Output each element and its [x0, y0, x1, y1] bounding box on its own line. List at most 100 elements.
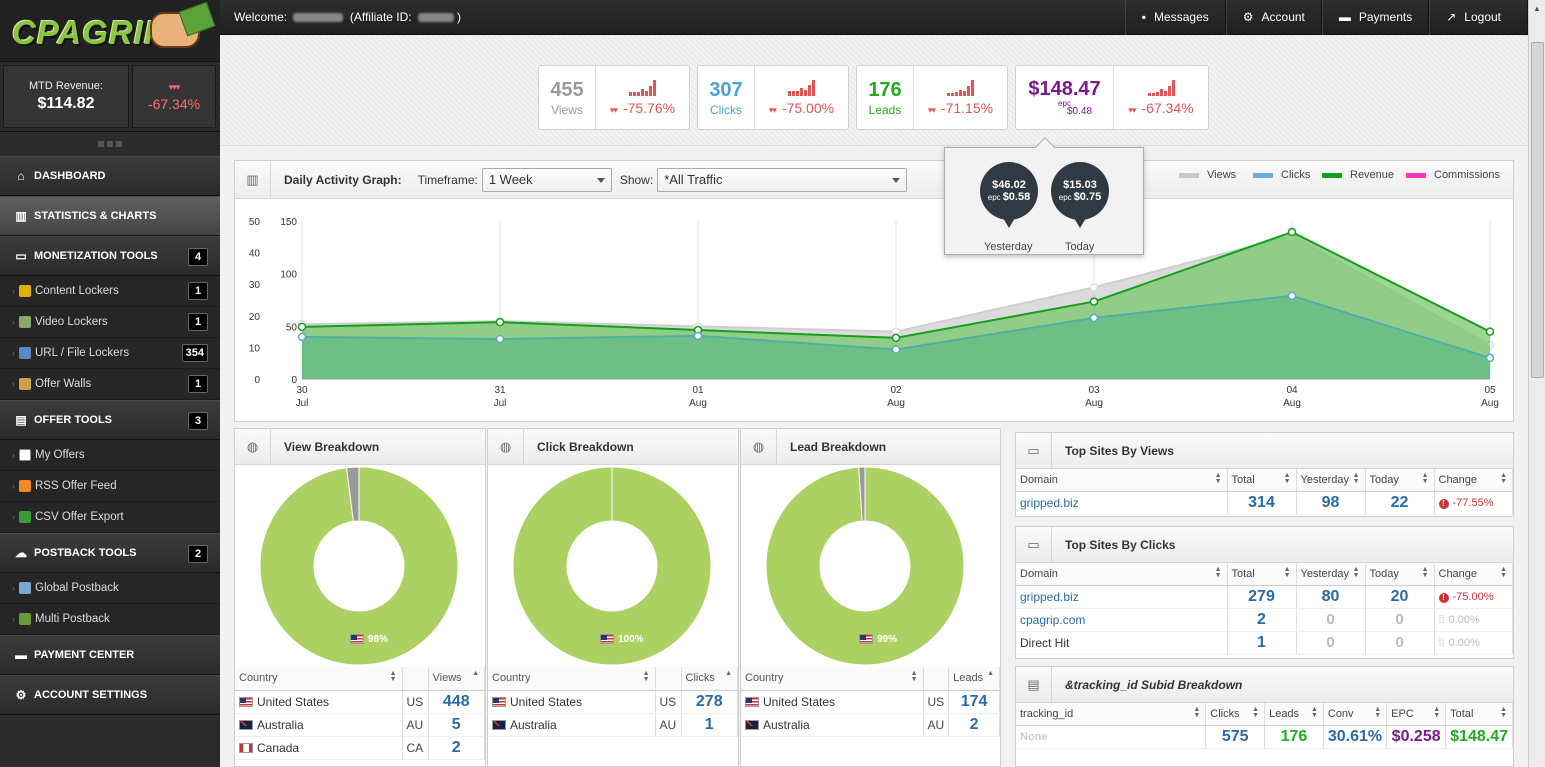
header-label: Country [745, 672, 784, 685]
payments-button[interactable]: ▬ Payments [1321, 0, 1430, 35]
epc-header[interactable]: EPC ▲ ▼ [1386, 703, 1447, 726]
clicks-header[interactable]: Clicks ▲ [681, 667, 738, 691]
metric-value: 174 [948, 690, 1000, 714]
today-header[interactable]: Today ▲ ▼ [1365, 469, 1435, 492]
domain-header[interactable]: Domain ▲ ▼ [1016, 563, 1228, 586]
count-badge: 3 [188, 412, 208, 430]
cpagrip-logo[interactable]: CPAGRIP [0, 0, 220, 62]
leads-header[interactable]: Leads ▲ ▼ [1264, 703, 1324, 726]
views-header[interactable]: Views ▲ [428, 667, 485, 691]
country-name: United States [763, 694, 836, 709]
yesterday-header[interactable]: Yesterday ▲ ▼ [1296, 469, 1366, 492]
logout-button[interactable]: ↗ Logout [1429, 0, 1528, 35]
nav-dashboard[interactable]: ⌂ DASHBOARD [0, 156, 220, 196]
nav-my-offers[interactable]: › My Offers [0, 440, 220, 471]
nav-csv-offer-export[interactable]: › CSV Offer Export [0, 502, 220, 533]
chevron-right-icon: › [12, 583, 15, 593]
change-header[interactable]: Change ▲ ▼ [1434, 469, 1513, 492]
nav-offer-tools[interactable]: ▤ OFFER TOOLS 3 [0, 400, 220, 440]
country-header[interactable]: Country ▲ ▼ [235, 667, 403, 691]
neutral-icon: ⁞⁞ [1438, 613, 1445, 626]
globe-icon: ◍ [741, 428, 777, 465]
donut-slice-other [346, 466, 360, 522]
page-scrollbar[interactable]: ▲ [1528, 0, 1545, 767]
messages-button[interactable]: ▪ Messages [1124, 0, 1226, 35]
nav-offer-walls[interactable]: › Offer Walls 1 [0, 369, 220, 400]
stats-band: 455 Views ▾▾ -75.76% 307 Clicks ▾▾ -75.00% 1… [220, 36, 1528, 146]
nav-label: STATISTICS & CHARTS [34, 210, 157, 222]
nav-monetization-tools[interactable]: ▭ MONETIZATION TOOLS 4 [0, 236, 220, 276]
domain-link[interactable]: cpagrip.com [1016, 608, 1228, 632]
sidebar-collapse-handle[interactable] [0, 132, 220, 156]
header-label: Leads [1269, 707, 1300, 720]
data-point-clicks [495, 334, 505, 344]
yesterday-header[interactable]: Yesterday ▲ ▼ [1296, 563, 1366, 586]
total-header[interactable]: Total ▲ ▼ [1445, 703, 1513, 726]
country-code: AU [402, 713, 429, 737]
header-label: Country [239, 672, 278, 685]
y-left-tick-label: 0 [254, 375, 260, 386]
nav-multi-postback[interactable]: › Multi Postback [0, 604, 220, 635]
domain-link[interactable]: gripped.biz [1016, 585, 1228, 609]
nav-url-file-lockers[interactable]: › URL / File Lockers 354 [0, 338, 220, 369]
stat-revenue[interactable]: $148.47 epc $0.48 ▾▾ -67.34% [1015, 65, 1209, 130]
country-header[interactable]: Country ▲ ▼ [488, 667, 656, 691]
legend-views[interactable]: Views [1179, 169, 1236, 181]
legend-label: Commissions [1434, 169, 1501, 181]
domain-link[interactable]: gripped.biz [1016, 491, 1228, 515]
neutral-icon: ⁞⁞ [1438, 636, 1445, 649]
nav-video-lockers[interactable]: › Video Lockers 1 [0, 307, 220, 338]
total-header[interactable]: Total ▲ ▼ [1227, 469, 1297, 492]
nav-payment-center[interactable]: ▬ PAYMENT CENTER [0, 635, 220, 675]
leads-header[interactable]: Leads ▲ [948, 667, 1000, 691]
nav-statistics-charts[interactable]: ▥ STATISTICS & CHARTS [0, 196, 220, 236]
timeframe-select[interactable]: 1 Week [481, 167, 612, 192]
stat-clicks[interactable]: 307 Clicks ▾▾ -75.00% [697, 65, 849, 130]
nav-postback-tools[interactable]: ☁ POSTBACK TOOLS 2 [0, 533, 220, 573]
legend-revenue[interactable]: Revenue [1322, 169, 1394, 181]
x-tick-day: 05 [1484, 385, 1496, 396]
legend-clicks[interactable]: Clicks [1253, 169, 1310, 181]
table-row: Direct Hit 1 0 0 ⁞⁞ 0.00% [1016, 631, 1513, 655]
country-header[interactable]: Country ▲ ▼ [741, 667, 924, 691]
view-donut-chart [259, 466, 459, 666]
leads-value: 176 [1264, 725, 1324, 749]
stat-views[interactable]: 455 Views ▾▾ -75.76% [538, 65, 690, 130]
nav-rss-offer-feed[interactable]: › RSS Offer Feed [0, 471, 220, 502]
redacted-affiliate-id [417, 13, 454, 23]
nav-account-settings[interactable]: ⚙ ACCOUNT SETTINGS [0, 675, 220, 715]
domain-header[interactable]: Domain ▲ ▼ [1016, 469, 1228, 492]
traffic-select[interactable]: *All Traffic [657, 167, 908, 192]
legend-commissions[interactable]: Commissions [1406, 169, 1500, 181]
scroll-up-arrow[interactable]: ▲ [1533, 4, 1541, 13]
header-label: Conv [1327, 707, 1354, 720]
change-header[interactable]: Change ▲ ▼ [1434, 563, 1513, 586]
nav-global-postback[interactable]: › Global Postback [0, 573, 220, 604]
count-badge: 4 [188, 248, 208, 266]
today-value: 22 [1365, 491, 1435, 515]
conv-header[interactable]: Conv ▲ ▼ [1323, 703, 1388, 726]
panel-title: Top Sites By Clicks [1065, 537, 1176, 552]
lead-donut-chart [765, 466, 965, 666]
total-value: 2 [1227, 608, 1297, 632]
tracking-id-header[interactable]: tracking_id ▲ ▼ [1016, 703, 1207, 726]
header-label: Yesterday [1300, 567, 1350, 580]
data-point-revenue [891, 333, 901, 343]
nav-label: PAYMENT CENTER [34, 649, 135, 661]
y-right-tick-label: 0 [291, 375, 297, 386]
stat-change: -71.15% [940, 99, 994, 116]
clicks-header[interactable]: Clicks ▲ ▼ [1205, 703, 1266, 726]
today-header[interactable]: Today ▲ ▼ [1365, 563, 1435, 586]
yesterday-value: 0 [1296, 631, 1366, 655]
country-code: US [655, 690, 682, 714]
table-row: gripped.biz 279 80 20 ! -75.00% [1016, 585, 1513, 609]
top-sites-clicks-panel: ▭ Top Sites By Clicks Domain ▲ ▼ Total ▲ ▼ Ye… [1015, 526, 1514, 659]
account-button[interactable]: ⚙ Account [1225, 0, 1322, 35]
logout-icon: ↗ [1446, 10, 1457, 24]
total-header[interactable]: Total ▲ ▼ [1227, 563, 1297, 586]
x-tick-month: Aug [1085, 398, 1103, 409]
welcome-message: Welcome: (Affiliate ID: ) [234, 10, 461, 24]
scroll-thumb[interactable] [1531, 42, 1544, 378]
stat-leads[interactable]: 176 Leads ▾▾ -71.15% [856, 65, 1008, 130]
nav-content-lockers[interactable]: › Content Lockers 1 [0, 276, 220, 307]
